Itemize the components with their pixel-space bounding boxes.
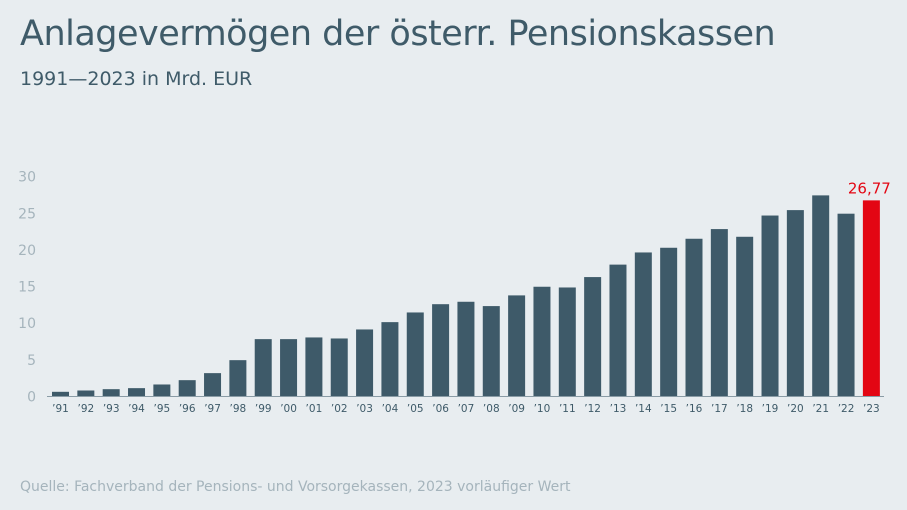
x-tick-label: ’15 bbox=[660, 403, 677, 415]
bar bbox=[508, 295, 526, 397]
x-tick-label: ’94 bbox=[128, 403, 145, 415]
bar bbox=[305, 337, 323, 397]
bar bbox=[102, 389, 120, 397]
y-tick-label: 20 bbox=[18, 243, 36, 259]
bar bbox=[736, 236, 754, 397]
x-tick-label: ’03 bbox=[356, 403, 373, 415]
x-tick-label: ’17 bbox=[711, 403, 728, 415]
bar bbox=[280, 339, 298, 397]
x-tick-label: ’23 bbox=[863, 403, 880, 415]
y-tick-label: 0 bbox=[27, 390, 36, 406]
bar bbox=[558, 287, 576, 397]
bar bbox=[77, 390, 95, 397]
x-tick-label: ’99 bbox=[255, 403, 272, 415]
bar bbox=[457, 301, 475, 397]
bar bbox=[584, 277, 602, 397]
x-tick-label: ’21 bbox=[812, 403, 829, 415]
bar bbox=[254, 339, 272, 397]
x-tick-label: ’16 bbox=[686, 403, 703, 415]
x-tick-label: ’22 bbox=[838, 403, 855, 415]
x-tick-label: ’13 bbox=[610, 403, 627, 415]
bar bbox=[330, 338, 348, 397]
x-tick-label: ’96 bbox=[179, 403, 196, 415]
x-tick-label: ’09 bbox=[508, 403, 525, 415]
bar bbox=[786, 210, 804, 397]
bar bbox=[356, 329, 374, 397]
bar bbox=[660, 247, 678, 397]
bar bbox=[812, 195, 830, 397]
x-tick-label: ’97 bbox=[204, 403, 221, 415]
bar bbox=[482, 306, 500, 397]
x-tick-label: ’18 bbox=[736, 403, 753, 415]
data-label: 26,77 bbox=[848, 179, 891, 197]
bar bbox=[204, 373, 222, 397]
bar bbox=[406, 312, 424, 397]
x-tick-label: ’00 bbox=[280, 403, 297, 415]
x-tick-label: ’91 bbox=[52, 403, 69, 415]
x-tick-label: ’05 bbox=[407, 403, 424, 415]
x-tick-label: ’98 bbox=[230, 403, 247, 415]
bar bbox=[634, 252, 652, 397]
x-tick-label: ’20 bbox=[787, 403, 804, 415]
bar bbox=[432, 304, 450, 397]
x-tick-label: ’07 bbox=[458, 403, 475, 415]
bar bbox=[710, 229, 728, 397]
bar bbox=[533, 286, 551, 397]
x-tick-label: ’95 bbox=[154, 403, 171, 415]
bar bbox=[178, 380, 196, 397]
x-tick-label: ’01 bbox=[306, 403, 323, 415]
bar bbox=[381, 322, 399, 397]
y-tick-label: 5 bbox=[27, 353, 36, 369]
x-tick-label: ’92 bbox=[77, 403, 94, 415]
y-tick-label: 10 bbox=[18, 316, 36, 332]
chart-title: Anlagevermögen der österr. Pensionskasse… bbox=[20, 14, 776, 54]
x-tick-label: ’93 bbox=[103, 403, 120, 415]
y-tick-label: 30 bbox=[18, 170, 36, 186]
bar bbox=[153, 384, 171, 397]
bar bbox=[52, 391, 69, 397]
bar bbox=[837, 213, 855, 397]
x-tick-label: ’14 bbox=[635, 403, 652, 415]
x-tick-label: ’04 bbox=[382, 403, 399, 415]
bar bbox=[128, 388, 146, 397]
x-tick-label: ’06 bbox=[432, 403, 449, 415]
x-tick-label: ’11 bbox=[559, 403, 576, 415]
bar bbox=[609, 264, 627, 397]
x-tick-label: ’02 bbox=[331, 403, 348, 415]
source-note: Quelle: Fachverband der Pensions- und Vo… bbox=[20, 479, 571, 495]
y-tick-label: 25 bbox=[18, 206, 36, 222]
bar bbox=[229, 360, 247, 397]
bar bbox=[761, 215, 779, 397]
x-tick-label: ’08 bbox=[483, 403, 500, 415]
bar bbox=[862, 200, 880, 397]
x-tick-label: ’10 bbox=[534, 403, 551, 415]
bar bbox=[685, 238, 703, 397]
y-tick-label: 15 bbox=[18, 280, 36, 296]
x-tick-label: ’12 bbox=[584, 403, 601, 415]
x-tick-label: ’19 bbox=[762, 403, 779, 415]
chart-subtitle: 1991—2023 in Mrd. EUR bbox=[20, 68, 253, 90]
